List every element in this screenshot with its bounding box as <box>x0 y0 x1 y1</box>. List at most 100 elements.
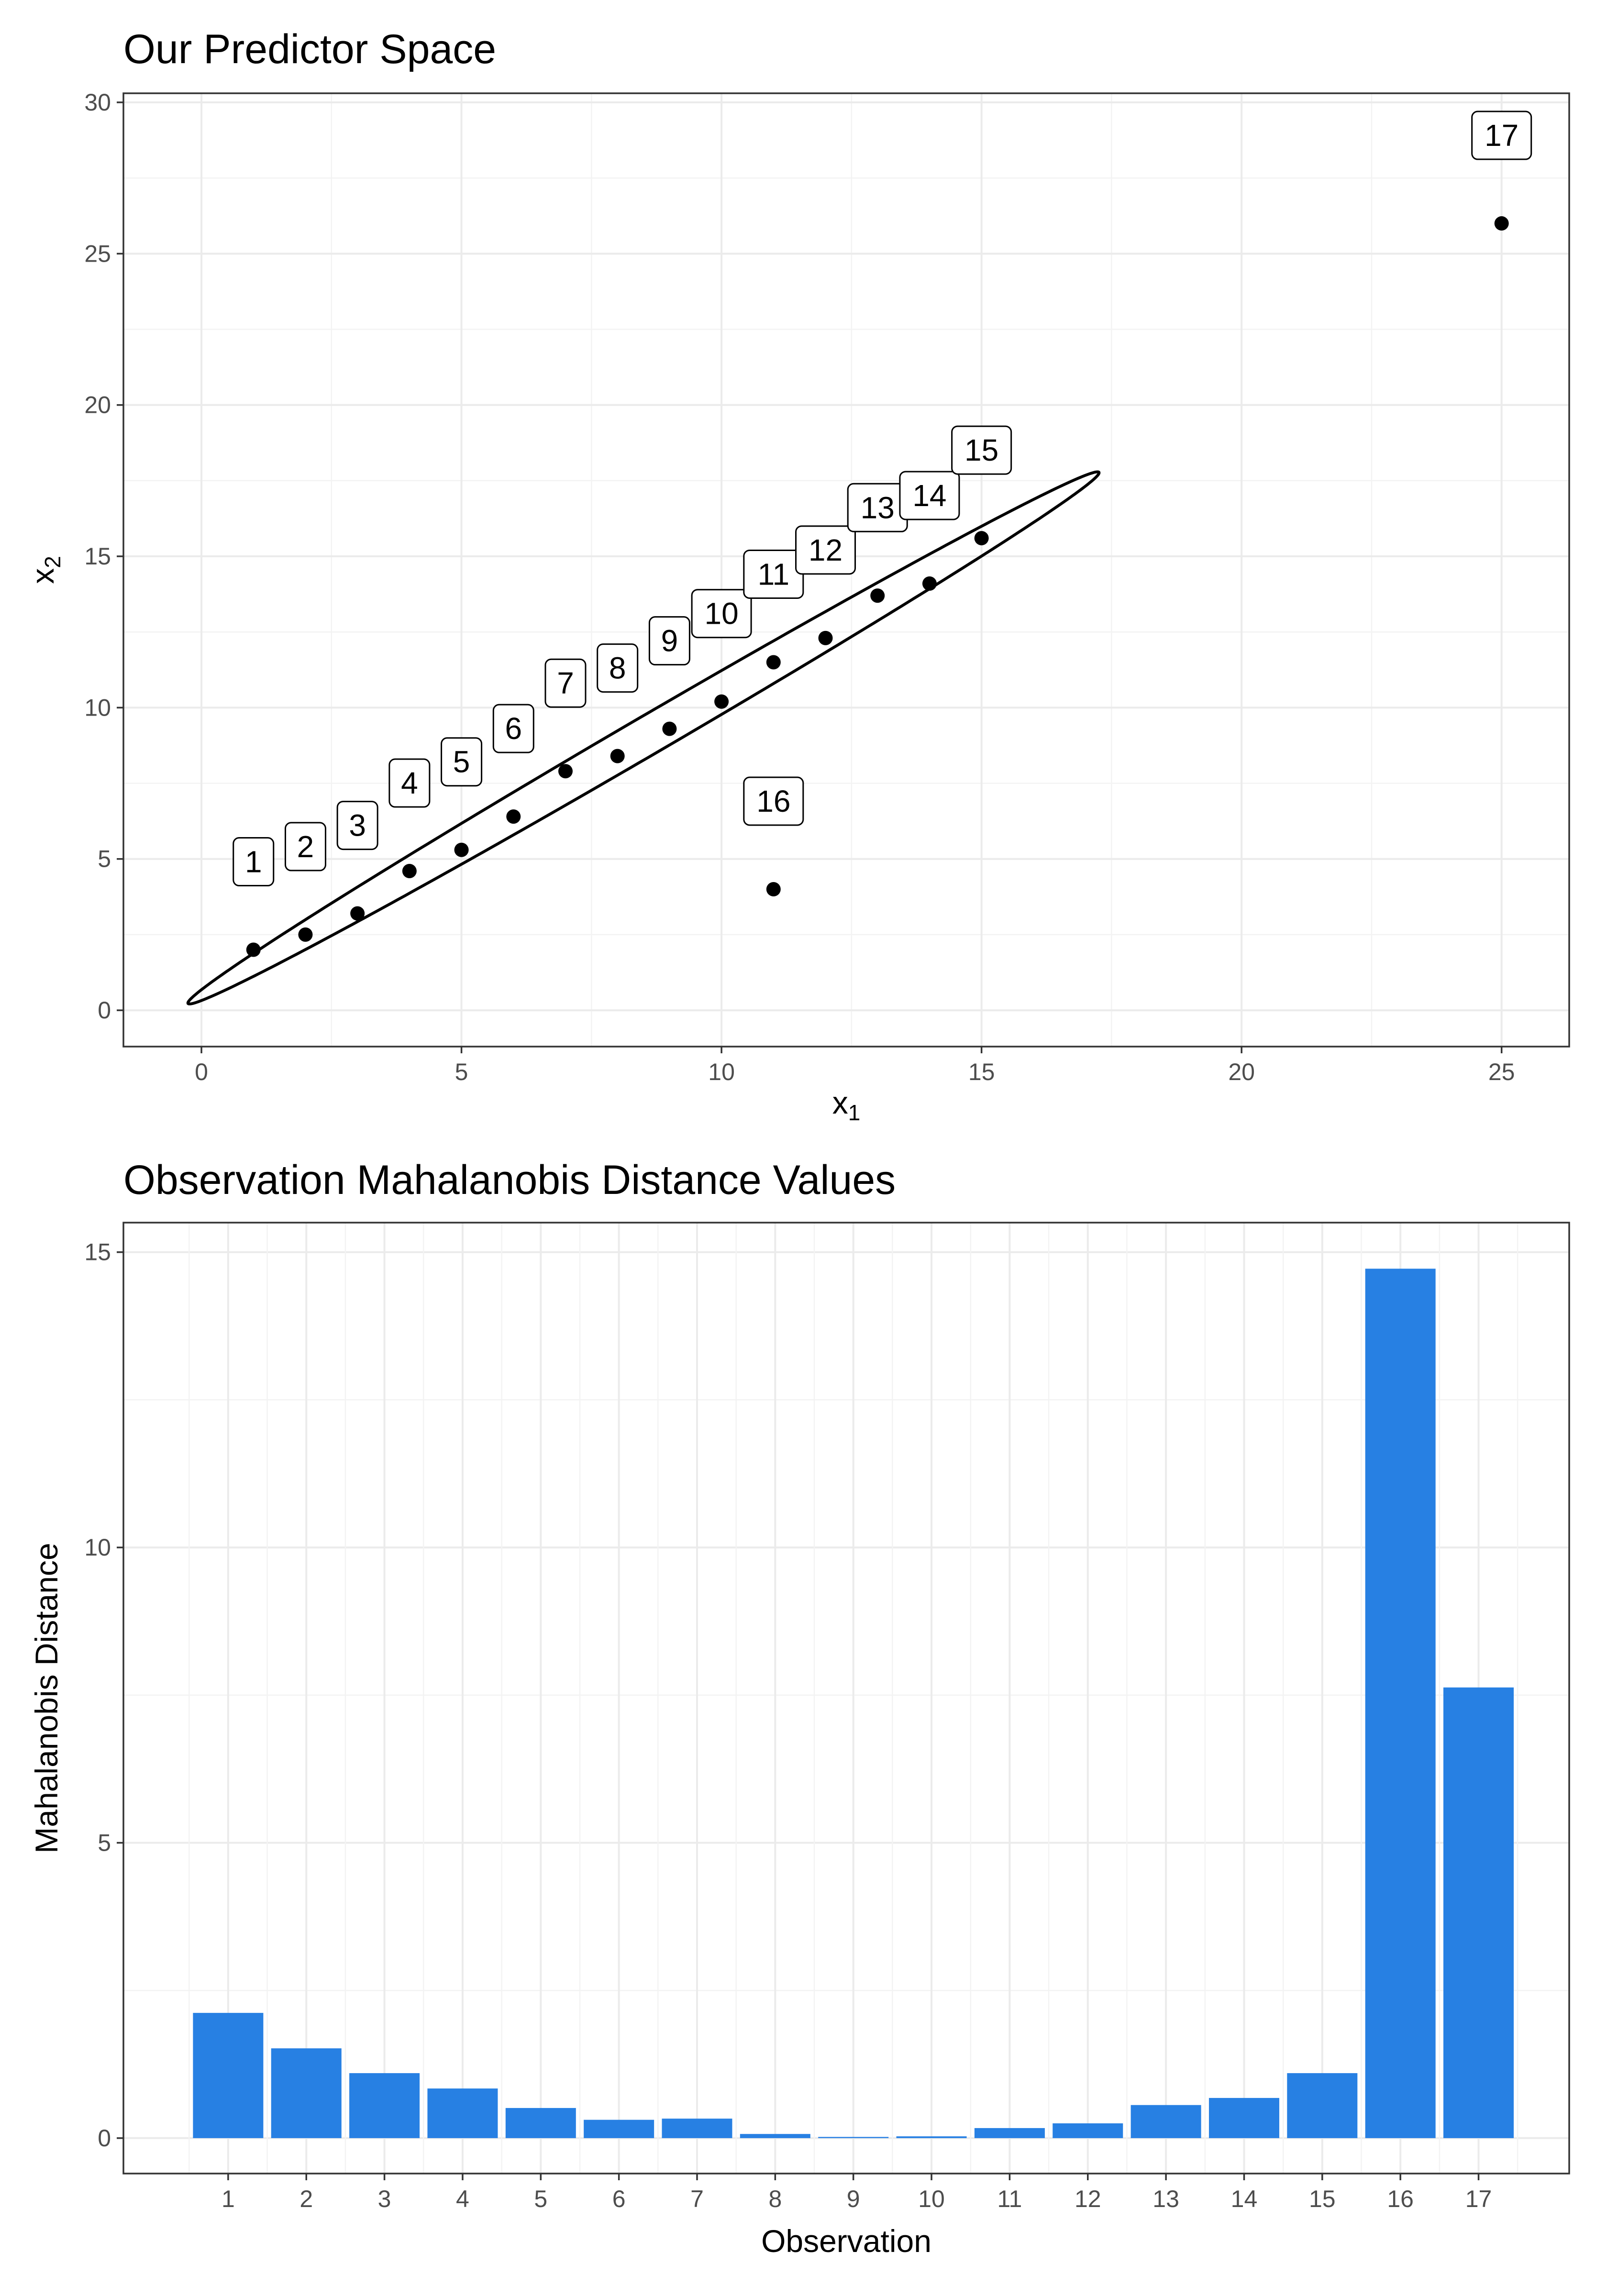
x-tick-label: 10 <box>708 1059 735 1085</box>
bar-2 <box>271 2048 342 2138</box>
point-label: 13 <box>847 483 908 532</box>
point-label-text: 10 <box>705 596 739 631</box>
point-label: 10 <box>691 589 752 639</box>
y-axis-label-subscript: 2 <box>40 556 65 568</box>
x-tick-label: 5 <box>455 1059 468 1085</box>
bar-x-tick-label: 5 <box>534 2186 547 2212</box>
bar-panel: Observation Mahalanobis Distance Values … <box>29 1157 1570 2259</box>
point-label: 9 <box>648 616 690 666</box>
point-label: 4 <box>388 758 431 808</box>
point-label: 6 <box>492 704 534 753</box>
data-point <box>714 694 729 709</box>
data-point <box>1494 216 1509 231</box>
x-axis-label: x1 <box>832 1085 861 1125</box>
data-point <box>610 749 625 763</box>
data-point <box>662 721 677 736</box>
point-label-box <box>544 658 587 708</box>
point-label-text: 14 <box>912 478 946 513</box>
point-label-box <box>648 616 690 666</box>
point-label-box <box>691 589 752 639</box>
point-label-text: 1 <box>245 845 262 879</box>
y-axis-label: x2 <box>25 556 65 584</box>
bar-x-tick-label: 15 <box>1309 2186 1336 2212</box>
data-point <box>558 764 573 779</box>
point-label: 11 <box>743 549 804 599</box>
bar-x-tick-label: 8 <box>768 2186 782 2212</box>
point-label-box <box>899 471 960 520</box>
point-label-text: 2 <box>297 829 314 864</box>
data-point <box>350 906 365 921</box>
point-label: 7 <box>544 658 587 708</box>
point-label-box <box>492 704 534 753</box>
x-tick-label: 25 <box>1488 1059 1515 1085</box>
bar-x-tick-label: 14 <box>1231 2186 1258 2212</box>
point-label: 15 <box>951 425 1012 475</box>
data-point <box>298 927 313 942</box>
bar-x-tick-label: 16 <box>1387 2186 1414 2212</box>
y-tick-label: 15 <box>84 543 111 570</box>
bar-x-tick-label: 2 <box>299 2186 313 2212</box>
x-axis-label-subscript: 1 <box>848 1100 861 1125</box>
point-label-box <box>951 425 1012 475</box>
y-tick-label: 5 <box>98 846 111 872</box>
point-label-text: 13 <box>861 490 895 525</box>
bar-6 <box>584 2119 654 2138</box>
point-label-box <box>233 837 275 887</box>
bar-title: Observation Mahalanobis Distance Values <box>123 1157 896 1203</box>
bar-y-tick-label: 0 <box>98 2125 111 2152</box>
data-point <box>246 942 261 957</box>
y-tick-label: 25 <box>84 240 111 267</box>
point-label: 14 <box>899 471 960 520</box>
y-tick-label: 10 <box>84 694 111 721</box>
bar-y-tick-label: 5 <box>98 1830 111 1856</box>
x-tick-label: 15 <box>968 1059 995 1085</box>
bar-x-tick-label: 4 <box>456 2186 469 2212</box>
bar-4 <box>427 2088 498 2138</box>
point-label: 17 <box>1471 110 1532 160</box>
bar-15 <box>1287 2073 1358 2138</box>
point-label-text: 15 <box>964 433 998 467</box>
data-point <box>402 864 417 879</box>
bar-9 <box>818 2137 889 2138</box>
point-label-text: 11 <box>758 557 789 591</box>
point-label: 5 <box>441 737 483 787</box>
data-point <box>818 630 833 645</box>
point-label-box <box>795 525 856 575</box>
point-label-box <box>441 737 483 787</box>
scatter-panel-border <box>122 92 1570 1048</box>
bar-x-axis-label: Observation <box>761 2223 931 2259</box>
bar-x-tick-label: 11 <box>997 2186 1022 2212</box>
point-label-text: 17 <box>1485 118 1518 153</box>
bar-x-tick-label: 6 <box>612 2186 626 2212</box>
point-label: 1 <box>233 837 275 887</box>
point-label-text: 16 <box>756 784 790 818</box>
point-label: 16 <box>743 776 804 826</box>
point-label-box <box>597 643 639 693</box>
point-label: 2 <box>284 822 326 872</box>
data-point <box>922 576 937 591</box>
bar-y-tick-label: 10 <box>84 1534 111 1561</box>
bar-x-tick-label: 12 <box>1075 2186 1101 2212</box>
data-point <box>454 842 469 857</box>
data-point <box>766 882 781 896</box>
bar-y-tick-label: 15 <box>84 1239 111 1266</box>
point-label-text: 4 <box>401 766 418 800</box>
point-label-box <box>1471 110 1532 160</box>
point-label-box <box>284 822 326 872</box>
point-label: 8 <box>597 643 639 693</box>
bar-x-tick-label: 17 <box>1465 2186 1492 2212</box>
bar-x-tick-label: 13 <box>1153 2186 1179 2212</box>
data-point <box>506 809 521 824</box>
data-point <box>766 655 781 670</box>
bar-x-tick-label: 10 <box>918 2186 945 2212</box>
y-tick-label: 20 <box>84 392 111 419</box>
point-label-box <box>336 801 378 850</box>
point-label-text: 6 <box>505 711 522 746</box>
point-label-box <box>743 776 804 826</box>
bar-8 <box>740 2134 810 2138</box>
bar-1 <box>193 2013 264 2138</box>
point-label: 12 <box>795 525 856 575</box>
scatter-title: Our Predictor Space <box>123 26 496 72</box>
